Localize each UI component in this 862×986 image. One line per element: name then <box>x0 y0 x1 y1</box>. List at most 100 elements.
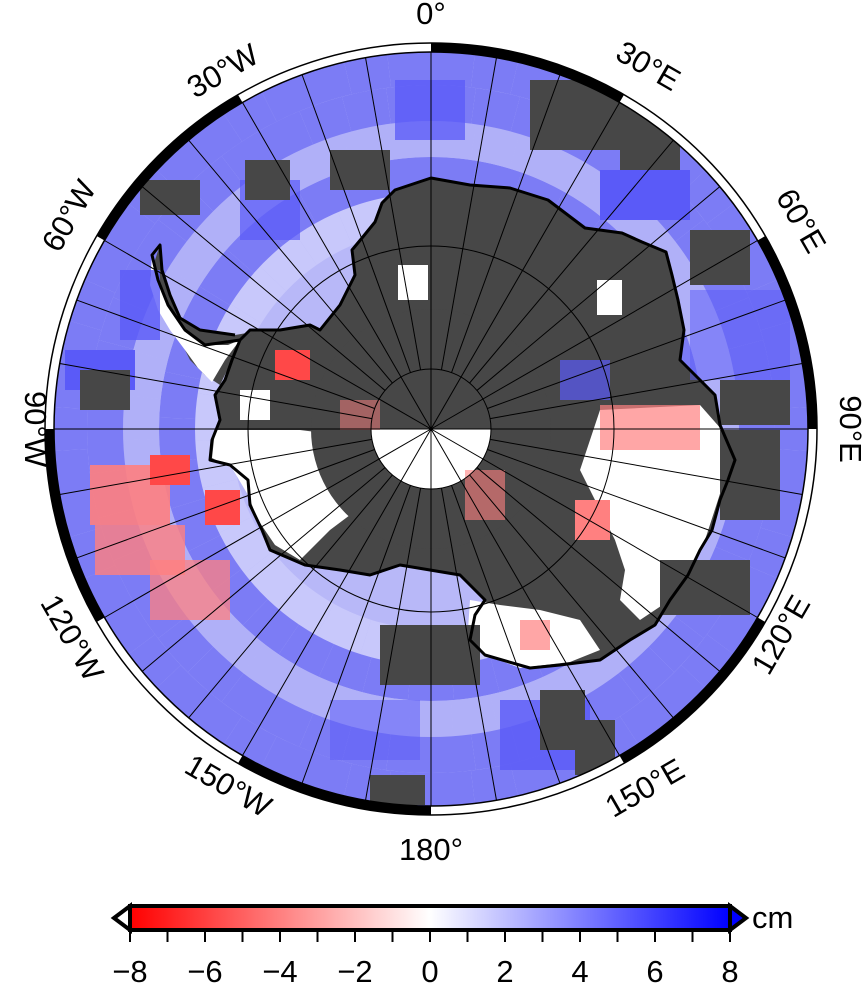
meridian-line <box>242 428 432 756</box>
ocean-cell <box>87 429 126 474</box>
ocean-cell <box>244 551 301 609</box>
ocean-cell <box>242 599 299 655</box>
meridian-line <box>430 240 758 430</box>
ocean-cell <box>259 695 314 747</box>
lon-label-180: 180° <box>399 832 463 867</box>
ocean-cell <box>187 646 244 702</box>
meridian-line <box>76 299 375 409</box>
frame-black-segment <box>619 617 766 764</box>
ocean-cell <box>199 249 254 306</box>
lon-label-0: 0° <box>416 0 446 31</box>
meridian-line <box>59 363 372 420</box>
ocean-cell <box>470 52 519 95</box>
meridian-line <box>104 240 432 430</box>
ocean-cell <box>221 131 277 185</box>
meridian-line <box>451 485 561 784</box>
ocean-cell <box>431 52 476 88</box>
graticule <box>54 52 808 806</box>
ocean-cell <box>299 96 352 145</box>
ocean-cell <box>230 266 287 324</box>
meridian-line <box>487 299 786 409</box>
ocean-cell <box>585 673 641 727</box>
meridian-line <box>141 467 386 672</box>
lon-label-60e: 60°E <box>769 183 833 259</box>
lon-label-60w: 60°W <box>35 173 104 257</box>
meridian-line <box>365 488 422 801</box>
lon-label-90w: 90°W <box>18 391 53 468</box>
ocean-cell <box>54 449 93 495</box>
meridian-line <box>430 428 620 756</box>
nodata-peninsula-west <box>150 255 240 382</box>
coastline <box>208 176 737 670</box>
ocean-cell <box>124 351 168 400</box>
ocean-cell <box>386 52 431 88</box>
ocean-cell <box>259 111 314 163</box>
meridian-line <box>430 102 620 430</box>
ocean-cell <box>101 202 156 257</box>
ocean-cell <box>620 692 676 747</box>
meridian-line <box>76 449 375 559</box>
ocean-cell <box>280 666 334 717</box>
ocean-cell <box>278 624 334 677</box>
ocean-cell <box>186 111 242 166</box>
nodata-patch-1 <box>398 265 428 300</box>
meridian-line <box>490 438 803 495</box>
coastline-peninsula <box>150 243 241 347</box>
nodata-east-sector <box>580 405 730 620</box>
meridian-line <box>451 74 561 373</box>
ocean-cell <box>450 694 498 737</box>
ocean-cell <box>316 603 372 655</box>
ocean-cell <box>259 235 317 292</box>
meridian-line <box>141 186 386 391</box>
ocean-cell <box>222 89 277 142</box>
ocean-cell <box>652 665 708 721</box>
meridian-line <box>188 139 393 384</box>
meridian-line <box>440 488 497 801</box>
ocean-cell <box>296 212 353 265</box>
ocean-cell <box>318 644 372 693</box>
ocean-cell <box>154 665 210 721</box>
lon-label-30w: 30°W <box>181 36 265 105</box>
lon-label-150e: 150°E <box>599 752 690 825</box>
frame-black-segment <box>45 428 105 622</box>
ocean-cell <box>222 716 277 769</box>
frame-black-segment <box>238 755 432 815</box>
lon-label-30e: 30°E <box>610 34 686 98</box>
ocean-cell <box>431 770 476 806</box>
nodata-patch-3 <box>240 390 270 420</box>
ocean-cell <box>187 156 244 212</box>
frame-black-segment <box>430 43 624 103</box>
ocean-cell <box>154 137 210 193</box>
ocean-cell <box>221 673 277 727</box>
meridian-line <box>469 139 674 384</box>
meridian-line <box>440 57 497 370</box>
frame-black-segment <box>96 94 243 241</box>
negative-anomaly-patches <box>90 350 700 650</box>
ocean-cell <box>715 508 764 561</box>
ocean-cell <box>648 616 704 673</box>
ocean-cell <box>186 692 242 747</box>
ocean-cell <box>341 87 391 132</box>
ocean-cell <box>471 87 521 132</box>
meridian-line <box>469 474 674 719</box>
ocean-cell <box>546 150 601 203</box>
meridian-line <box>430 428 758 618</box>
ocean-cell <box>470 763 519 806</box>
ocean-cell <box>618 646 675 702</box>
meridian-line <box>242 102 432 430</box>
ocean-cell <box>343 52 392 95</box>
meridian-line <box>104 428 432 618</box>
ocean-cell <box>159 371 201 419</box>
meridian-line <box>301 74 411 373</box>
meridian-line <box>476 186 721 391</box>
ocean-cell <box>158 616 214 673</box>
ocean-cell <box>431 734 476 773</box>
ocean-cell <box>209 617 265 673</box>
meridian-line <box>365 57 422 370</box>
lon-label-90e: 90°E <box>833 395 862 463</box>
ocean-cell <box>194 199 250 256</box>
ocean-cell <box>219 517 273 574</box>
map-frame <box>44 42 818 816</box>
meridian-line <box>487 449 786 559</box>
